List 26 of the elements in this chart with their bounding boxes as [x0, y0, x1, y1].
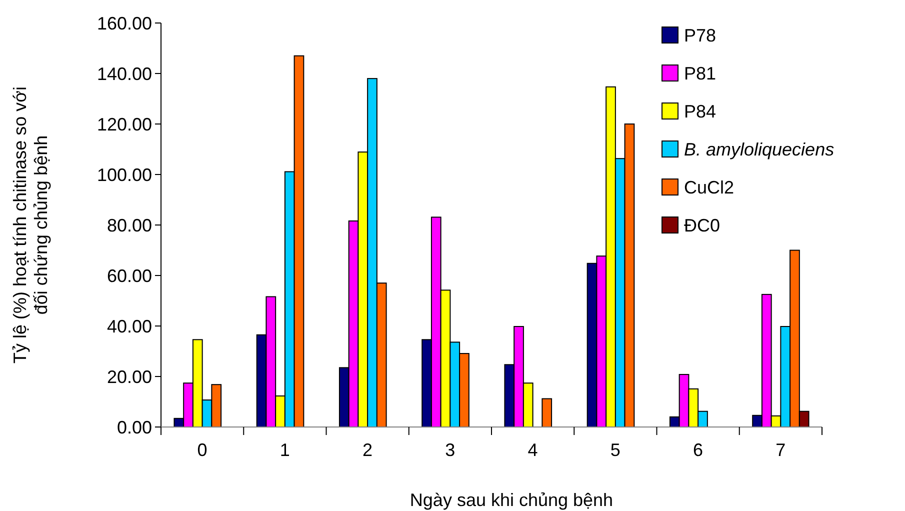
x-tick-label: 3	[445, 440, 456, 460]
y-tick-label: 20.00	[106, 366, 152, 387]
y-tick-label: 80.00	[106, 215, 152, 236]
y-tick-label: 140.00	[96, 64, 152, 84]
legend-label: CuCl2	[684, 177, 734, 198]
x-tick-label: 2	[362, 440, 373, 460]
x-tick-label: 0	[197, 440, 208, 460]
x-tick-label: 4	[528, 440, 538, 460]
legend-label: P84	[684, 101, 716, 122]
y-axis-title: Tỷ lệ (%) hoạt tính chitinase so với đối chứng chủng bệnh	[10, 86, 51, 364]
y-tick-label: 100.00	[96, 164, 152, 185]
y-tick-label: 0.00	[116, 417, 152, 438]
legend-label: ĐC0	[684, 215, 720, 236]
x-tick-label: 5	[610, 440, 620, 460]
y-tick-label: 40.00	[106, 316, 152, 336]
bar	[542, 398, 552, 428]
x-tick-label: 6	[693, 440, 704, 460]
x-tick-label: 1	[280, 440, 290, 460]
legend-label: B. amyloliqueciens	[684, 139, 834, 160]
y-tick-label: 160.00	[96, 13, 152, 34]
x-axis-title: Ngày sau khi chủng bệnh	[410, 490, 614, 510]
legend-label: P78	[684, 25, 716, 46]
x-tick-label: 7	[776, 440, 786, 460]
legend-label: P81	[684, 63, 716, 84]
y-tick-label: 60.00	[106, 266, 152, 286]
y-tick-label: 120.00	[96, 114, 152, 134]
